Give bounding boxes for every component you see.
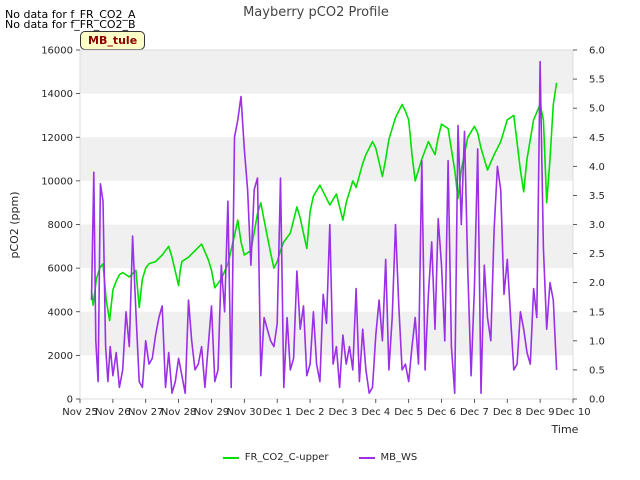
y2-tick-label: 3.5: [589, 191, 605, 202]
x-tick-label: Dec 8: [493, 407, 522, 418]
chart-title: Mayberry pCO2 Profile: [243, 5, 389, 20]
y-tick-label: 2000: [48, 351, 73, 362]
series-line-co2: [90, 82, 558, 322]
legend-label-co2: FR_CO2_C-upper: [244, 452, 329, 463]
y2-tick-label: 5.0: [589, 104, 605, 115]
series-line-ws: [90, 60, 558, 395]
y2-tick-label: 2.0: [589, 278, 605, 289]
x-tick-label: Dec 1: [263, 407, 292, 418]
legend-label-ws: MB_WS: [380, 452, 418, 463]
x-tick-label: Nov 30: [227, 407, 262, 418]
x-tick-label: Nov 26: [95, 407, 130, 418]
legend-swatch-ws: [358, 456, 375, 459]
grid-band: [80, 50, 573, 94]
y2-tick-label: 0.0: [589, 395, 605, 406]
y-tick-label: 4000: [48, 307, 73, 318]
y2-tick-label: 5.5: [589, 75, 605, 86]
y2-tick-label: 6.0: [589, 46, 605, 57]
x-tick-label: Nov 25: [62, 407, 97, 418]
y2-tick-label: 1.5: [589, 307, 605, 318]
y2-tick-label: 1.0: [589, 336, 605, 347]
y-axis-title: pCO2 (ppm): [8, 191, 21, 258]
x-tick-label: Dec 7: [460, 407, 489, 418]
legend-item-ws: MB_WS: [358, 452, 418, 463]
x-tick-label: Nov 29: [194, 407, 229, 418]
y2-tick-label: 0.5: [589, 365, 605, 376]
y2-tick-label: 2.5: [589, 249, 605, 260]
y2-tick-label: 3.0: [589, 220, 605, 231]
legend-item-co2: FR_CO2_C-upper: [222, 452, 329, 463]
y-tick-label: 0: [67, 395, 73, 406]
x-tick-label: Dec 4: [361, 407, 390, 418]
grid-band: [80, 224, 573, 269]
legend-swatch-co2: [222, 456, 239, 459]
y-tick-label: 12000: [41, 133, 73, 144]
y2-tick-label: 4.5: [589, 133, 605, 144]
x-tick-label: Dec 6: [427, 407, 456, 418]
x-tick-label: Dec 3: [328, 407, 357, 418]
x-tick-label: Dec 10: [555, 407, 590, 418]
x-tick-label: Dec 9: [526, 407, 555, 418]
y-tick-label: 14000: [41, 89, 73, 100]
legend: FR_CO2_C-upper MB_WS: [0, 452, 640, 463]
y-tick-label: 8000: [48, 220, 73, 231]
missing-data-note-a: No data for f_FR_CO2_A: [5, 8, 136, 21]
y-tick-label: 6000: [48, 264, 73, 275]
grid-band: [80, 137, 573, 181]
x-tick-label: Nov 28: [161, 407, 196, 418]
y-tick-label: 16000: [41, 46, 73, 57]
x-tick-label: Dec 5: [394, 407, 423, 418]
x-tick-label: Nov 27: [128, 407, 163, 418]
y2-tick-label: 4.0: [589, 162, 605, 173]
missing-data-note-b: No data for f_FR_CO2_B: [5, 18, 136, 31]
x-tick-label: Dec 2: [296, 407, 325, 418]
x-axis-title: Time: [551, 423, 579, 436]
y-tick-label: 10000: [41, 176, 73, 187]
